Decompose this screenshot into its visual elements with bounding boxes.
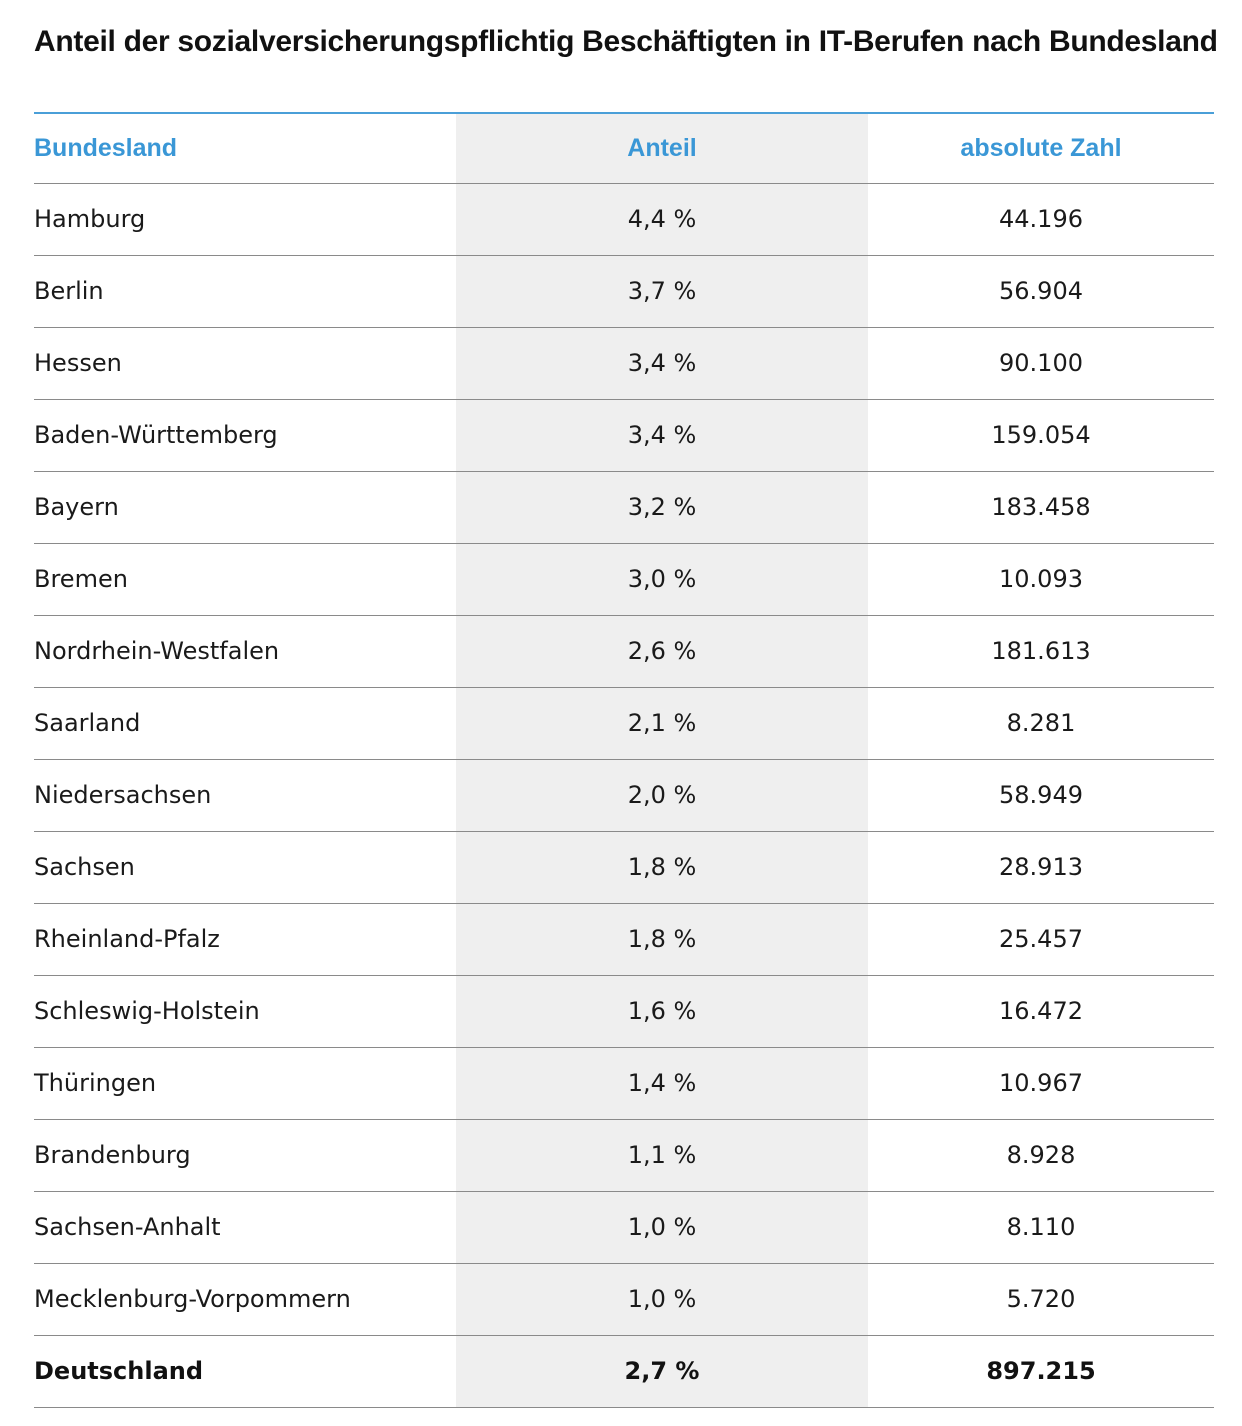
cell-bundesland: Bayern <box>34 471 456 544</box>
table-row: Baden-Württemberg 3,4 % 159.054 <box>34 399 1214 472</box>
cell-bundesland: Mecklenburg-Vorpommern <box>34 1263 456 1336</box>
cell-bundesland: Brandenburg <box>34 1119 456 1192</box>
column-header-absolute: absolute Zahl <box>868 113 1214 184</box>
cell-absolut: 5.720 <box>868 1263 1214 1336</box>
cell-anteil: 3,4 % <box>456 399 868 472</box>
cell-bundesland: Berlin <box>34 255 456 328</box>
table-row: Bremen 3,0 % 10.093 <box>34 543 1214 616</box>
column-header-bundesland: Bundesland <box>34 113 456 184</box>
table-row: Saarland 2,1 % 8.281 <box>34 687 1214 760</box>
cell-anteil: 3,2 % <box>456 471 868 544</box>
cell-anteil: 2,1 % <box>456 687 868 760</box>
cell-absolut: 8.928 <box>868 1119 1214 1192</box>
cell-anteil: 1,0 % <box>456 1263 868 1336</box>
cell-absolut: 8.281 <box>868 687 1214 760</box>
total-absolut: 897.215 <box>868 1335 1214 1408</box>
cell-absolut: 58.949 <box>868 759 1214 832</box>
cell-anteil: 2,0 % <box>456 759 868 832</box>
cell-anteil: 4,4 % <box>456 183 868 256</box>
cell-absolut: 25.457 <box>868 903 1214 976</box>
cell-anteil: 1,1 % <box>456 1119 868 1192</box>
table-header-row: Bundesland Anteil absolute Zahl <box>34 113 1214 184</box>
page-title: Anteil der sozialversicherungspflichtig … <box>34 25 1218 58</box>
table-body: Hamburg 4,4 % 44.196 Berlin 3,7 % 56.904… <box>34 183 1214 1408</box>
total-anteil: 2,7 % <box>456 1335 868 1408</box>
cell-anteil: 1,8 % <box>456 903 868 976</box>
table-row: Schleswig-Holstein 1,6 % 16.472 <box>34 975 1214 1048</box>
cell-absolut: 44.196 <box>868 183 1214 256</box>
table-row: Sachsen-Anhalt 1,0 % 8.110 <box>34 1191 1214 1264</box>
table-row: Rheinland-Pfalz 1,8 % 25.457 <box>34 903 1214 976</box>
cell-absolut: 183.458 <box>868 471 1214 544</box>
cell-anteil: 1,0 % <box>456 1191 868 1264</box>
cell-anteil: 1,6 % <box>456 975 868 1048</box>
table-row: Nordrhein-Westfalen 2,6 % 181.613 <box>34 615 1214 688</box>
table-row: Mecklenburg-Vorpommern 1,0 % 5.720 <box>34 1263 1214 1336</box>
cell-absolut: 8.110 <box>868 1191 1214 1264</box>
table-row: Hessen 3,4 % 90.100 <box>34 327 1214 400</box>
cell-absolut: 16.472 <box>868 975 1214 1048</box>
cell-bundesland: Rheinland-Pfalz <box>34 903 456 976</box>
cell-bundesland: Schleswig-Holstein <box>34 975 456 1048</box>
cell-absolut: 181.613 <box>868 615 1214 688</box>
cell-absolut: 159.054 <box>868 399 1214 472</box>
cell-absolut: 90.100 <box>868 327 1214 400</box>
cell-absolut: 10.967 <box>868 1047 1214 1120</box>
cell-anteil: 3,4 % <box>456 327 868 400</box>
table-row: Sachsen 1,8 % 28.913 <box>34 831 1214 904</box>
cell-bundesland: Bremen <box>34 543 456 616</box>
table-row: Berlin 3,7 % 56.904 <box>34 255 1214 328</box>
cell-anteil: 1,4 % <box>456 1047 868 1120</box>
table-row: Brandenburg 1,1 % 8.928 <box>34 1119 1214 1192</box>
table-total-row: Deutschland 2,7 % 897.215 <box>34 1335 1214 1408</box>
cell-absolut: 56.904 <box>868 255 1214 328</box>
cell-absolut: 28.913 <box>868 831 1214 904</box>
cell-bundesland: Hessen <box>34 327 456 400</box>
cell-bundesland: Saarland <box>34 687 456 760</box>
cell-bundesland: Sachsen-Anhalt <box>34 1191 456 1264</box>
cell-anteil: 3,0 % <box>456 543 868 616</box>
cell-anteil: 1,8 % <box>456 831 868 904</box>
cell-bundesland: Sachsen <box>34 831 456 904</box>
cell-bundesland: Hamburg <box>34 183 456 256</box>
cell-anteil: 2,6 % <box>456 615 868 688</box>
cell-bundesland: Thüringen <box>34 1047 456 1120</box>
table-row: Niedersachsen 2,0 % 58.949 <box>34 759 1214 832</box>
table-row: Hamburg 4,4 % 44.196 <box>34 183 1214 256</box>
cell-bundesland: Niedersachsen <box>34 759 456 832</box>
data-table-container: Bundesland Anteil absolute Zahl Hamburg … <box>34 112 1214 1408</box>
cell-anteil: 3,7 % <box>456 255 868 328</box>
cell-bundesland: Nordrhein-Westfalen <box>34 615 456 688</box>
cell-absolut: 10.093 <box>868 543 1214 616</box>
total-bundesland: Deutschland <box>34 1335 456 1408</box>
bundesland-table: Bundesland Anteil absolute Zahl Hamburg … <box>34 112 1214 1408</box>
cell-bundesland: Baden-Württemberg <box>34 399 456 472</box>
table-row: Bayern 3,2 % 183.458 <box>34 471 1214 544</box>
column-header-anteil: Anteil <box>456 113 868 184</box>
table-row: Thüringen 1,4 % 10.967 <box>34 1047 1214 1120</box>
